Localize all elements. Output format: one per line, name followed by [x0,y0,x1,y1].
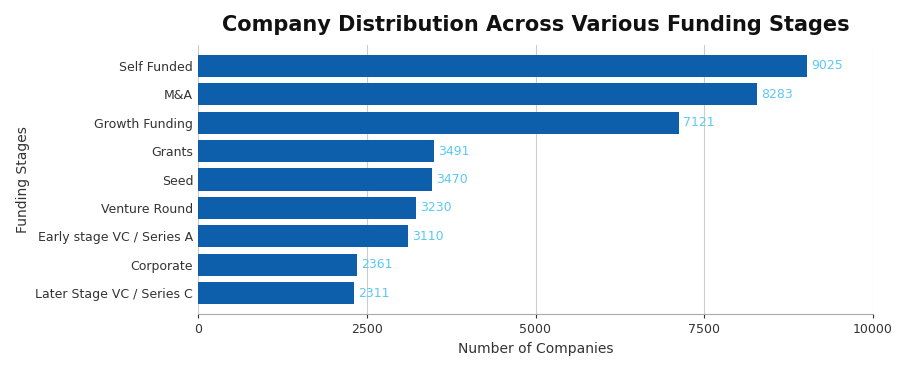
Title: Company Distribution Across Various Funding Stages: Company Distribution Across Various Fund… [221,15,850,35]
Text: 2311: 2311 [358,286,390,300]
Bar [198,55,807,77]
Text: 3491: 3491 [437,145,469,157]
Y-axis label: Funding Stages: Funding Stages [16,126,30,233]
Text: 3470: 3470 [436,173,468,186]
Bar [198,112,679,134]
Text: 8283: 8283 [761,88,793,101]
Bar [198,197,416,219]
Text: 7121: 7121 [683,116,715,129]
Text: 2361: 2361 [362,258,393,271]
Bar [198,140,434,162]
Bar [198,168,432,191]
Bar [198,83,757,105]
Bar [198,225,408,247]
Text: 9025: 9025 [811,59,843,73]
Bar [198,282,354,304]
X-axis label: Number of Companies: Number of Companies [458,342,613,356]
Text: 3230: 3230 [420,202,452,214]
Text: 3110: 3110 [412,230,444,243]
Bar [198,254,357,276]
